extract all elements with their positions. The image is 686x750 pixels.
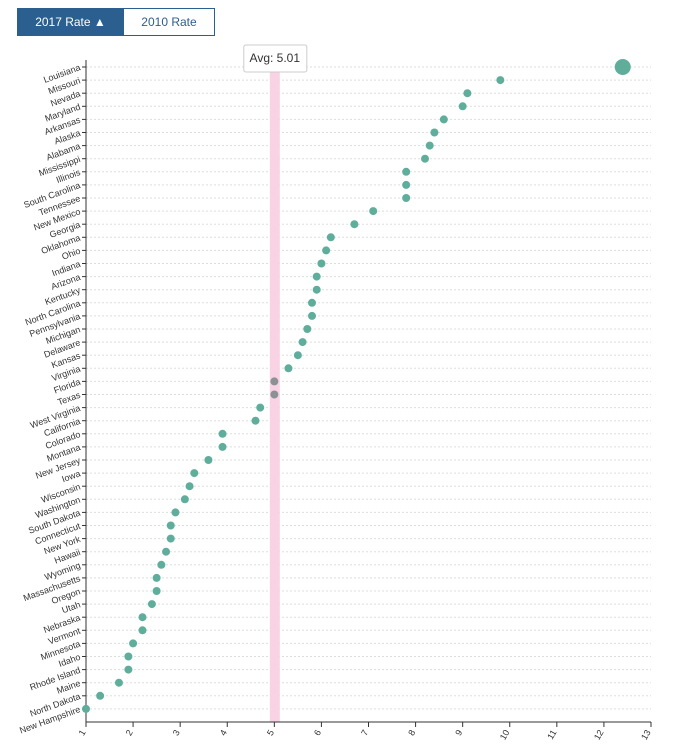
dot [218,429,227,438]
dot [162,547,171,556]
dot [284,364,293,373]
x-tick-label: 1 [77,728,88,737]
dot [96,691,105,700]
dot [312,272,321,281]
dot [152,573,161,582]
dot [402,194,411,202]
x-tick-label: 4 [218,728,229,737]
avg-label: Avg: 5.01 [250,51,301,65]
x-tick-label: 12 [592,728,606,742]
dot [293,351,302,360]
dot [496,76,505,85]
sort-button[interactable]: 2010 Rate [123,8,215,36]
dot [138,613,147,622]
dot [303,325,312,333]
dot [166,534,175,543]
dot [166,521,175,530]
dot [251,416,260,425]
dot [270,390,279,399]
dot [317,259,326,268]
x-tick-label: 8 [406,728,417,737]
dot [171,508,180,517]
dot [298,338,307,347]
dot [152,587,161,595]
dot [312,285,321,294]
x-tick-label: 10 [498,728,512,742]
dot [256,403,265,412]
dot [458,102,467,111]
x-tick-label: 11 [545,728,558,741]
dot [308,311,316,320]
dot [322,246,331,255]
x-tick-label: 5 [265,728,276,737]
x-tick-label: 6 [312,728,323,737]
dot [218,442,227,451]
dot [326,233,335,242]
sort-button-active[interactable]: 2017 Rate ▲ [17,8,124,36]
dot [350,220,359,229]
x-tick-label: 9 [453,728,464,737]
button-label: 2017 Rate [35,15,91,29]
dot [180,495,189,504]
dot [204,456,213,464]
dot [614,59,631,75]
x-tick-label: 7 [359,728,370,737]
dot [138,626,147,635]
dot [308,298,316,307]
dot [124,652,133,661]
dot [402,167,411,176]
dot [421,154,429,163]
dot [369,207,378,216]
avg-tooltip [243,44,308,73]
dot [425,141,434,150]
dot [147,600,156,609]
x-tick-label: 2 [124,728,135,737]
dot [129,639,138,648]
dot [190,469,199,478]
dot [463,89,472,98]
dot [114,678,123,687]
dot [124,665,133,674]
x-tick-label: 13 [639,728,653,742]
dot [439,115,448,124]
dot [82,704,90,713]
x-tick-label: 3 [171,728,182,737]
dot [402,180,411,189]
dot [430,128,439,137]
dot [157,560,166,569]
dot [270,377,279,386]
dot [185,482,194,491]
